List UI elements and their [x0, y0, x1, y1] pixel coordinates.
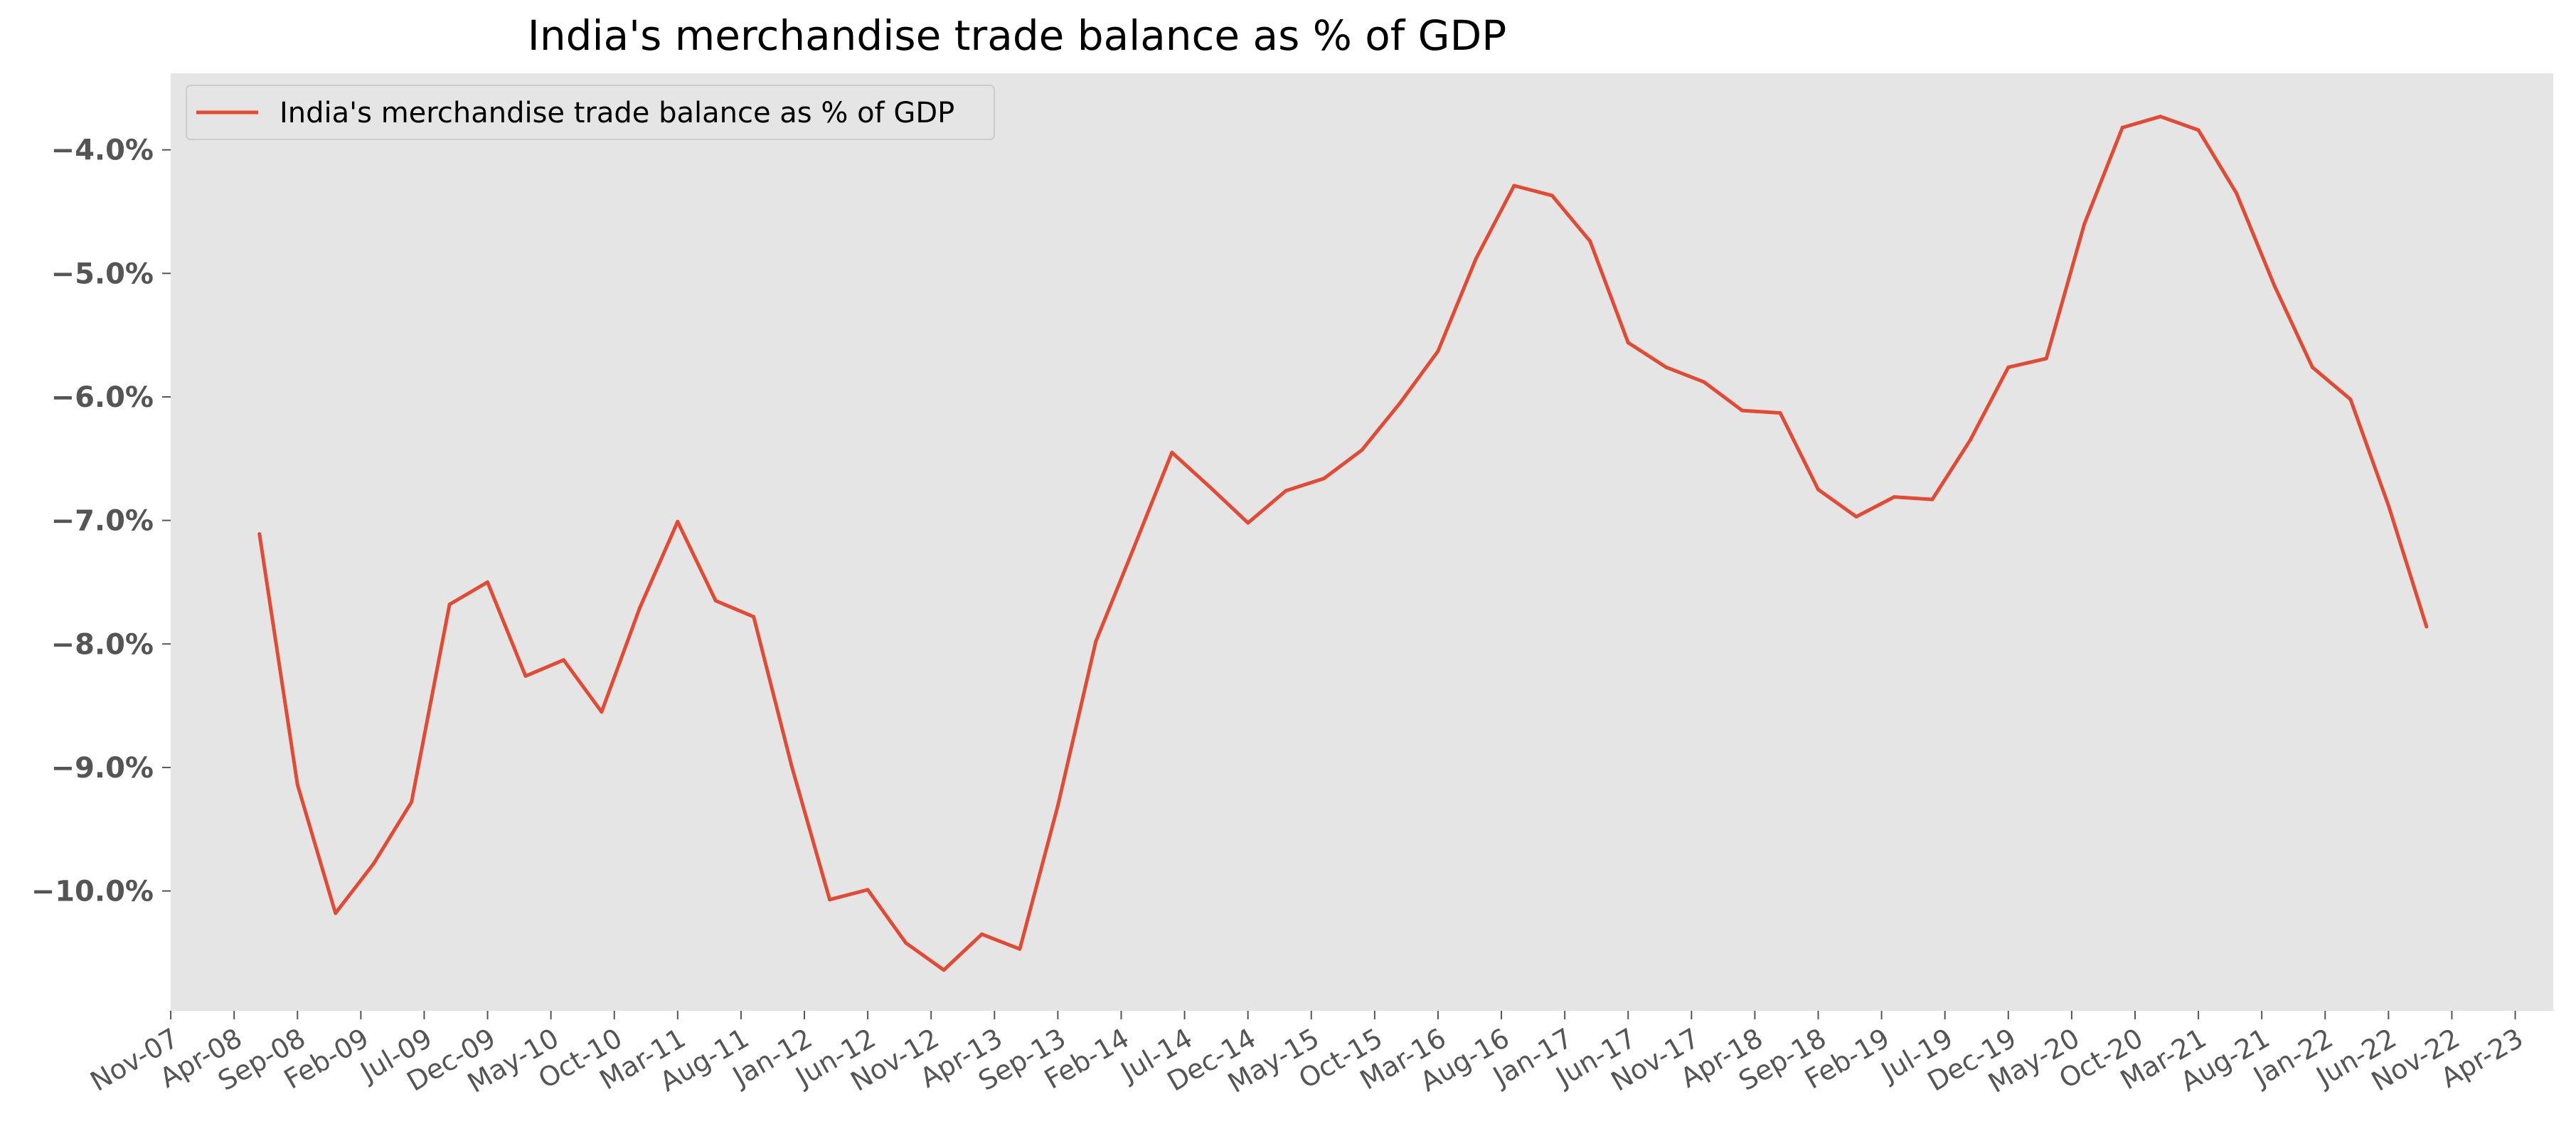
- data-point: [1892, 495, 1896, 499]
- data-point: [1588, 239, 1592, 243]
- data-point: [1018, 947, 1022, 951]
- x-axis: Nov-07Apr-08Sep-08Feb-09Jul-09Dec-09May-…: [85, 1011, 2528, 1099]
- data-point: [2272, 284, 2277, 288]
- data-point: [1778, 411, 1782, 415]
- y-axis: −4.0% −5.0% −6.0% −7.0% −8.0% −9.0% −10.0%: [31, 134, 171, 908]
- data-point: [2425, 625, 2429, 629]
- series-line: [257, 115, 2429, 972]
- y-tick-label: −10.0%: [31, 876, 154, 908]
- y-tick-label: −8.0%: [51, 628, 154, 661]
- chart-title: India's merchandise trade balance as % o…: [528, 11, 1506, 60]
- data-point: [1702, 380, 1706, 384]
- data-point: [371, 861, 376, 866]
- data-point: [2120, 125, 2124, 129]
- data-point: [1854, 514, 1858, 519]
- data-point: [2196, 128, 2200, 132]
- data-point: [828, 898, 832, 902]
- y-tick-label: −6.0%: [51, 381, 154, 414]
- data-point: [1055, 804, 1060, 808]
- y-tick-label: −5.0%: [51, 258, 154, 290]
- data-point: [1550, 193, 1554, 198]
- data-point: [2235, 191, 2238, 195]
- data-point: [1816, 487, 1820, 492]
- data-point: [1664, 365, 1668, 369]
- data-point: [486, 580, 489, 584]
- y-tick-label: −7.0%: [51, 505, 154, 538]
- plot-area: [171, 73, 2553, 1011]
- data-point: [2006, 365, 2011, 369]
- data-point: [789, 764, 794, 768]
- data-point: [295, 782, 299, 787]
- data-point: [752, 615, 756, 619]
- data-point: [2044, 356, 2048, 361]
- data-point: [1436, 349, 1440, 354]
- data-point: [637, 606, 642, 610]
- data-point: [447, 602, 452, 607]
- legend-label: India's merchandise trade balance as % o…: [280, 97, 954, 129]
- data-point: [1512, 184, 1516, 188]
- data-point: [410, 800, 414, 804]
- y-tick-label: −9.0%: [51, 752, 154, 785]
- data-point: [600, 710, 604, 714]
- data-point: [713, 599, 718, 602]
- data-point: [1474, 257, 1478, 260]
- data-point: [676, 519, 680, 524]
- data-point: [334, 911, 338, 915]
- data-point: [1170, 450, 1174, 455]
- data-point: [1322, 477, 1326, 481]
- series-layer: [257, 115, 2429, 972]
- data-point: [257, 532, 262, 536]
- data-point: [2310, 365, 2314, 369]
- data-point: [904, 941, 908, 945]
- data-point: [1208, 485, 1212, 489]
- data-point: [1398, 401, 1402, 405]
- data-point: [1968, 438, 1972, 442]
- data-point: [1740, 408, 1745, 413]
- data-point: [523, 674, 528, 678]
- data-point: [2159, 115, 2163, 119]
- data-point: [2386, 504, 2390, 508]
- data-point: [1360, 448, 1364, 452]
- data-point: [1246, 521, 1250, 525]
- data-point: [1626, 341, 1630, 345]
- legend: India's merchandise trade balance as % o…: [186, 85, 995, 140]
- legend-box: [186, 85, 995, 140]
- data-point: [2082, 222, 2087, 226]
- data-point: [562, 658, 565, 662]
- data-point: [1132, 546, 1136, 550]
- data-point: [866, 888, 870, 892]
- data-point: [942, 968, 946, 972]
- data-point: [1094, 639, 1098, 644]
- data-point: [1930, 497, 1934, 501]
- data-point: [980, 932, 984, 936]
- data-point: [2348, 397, 2353, 401]
- y-tick-label: −4.0%: [51, 134, 154, 167]
- data-point: [1284, 489, 1288, 493]
